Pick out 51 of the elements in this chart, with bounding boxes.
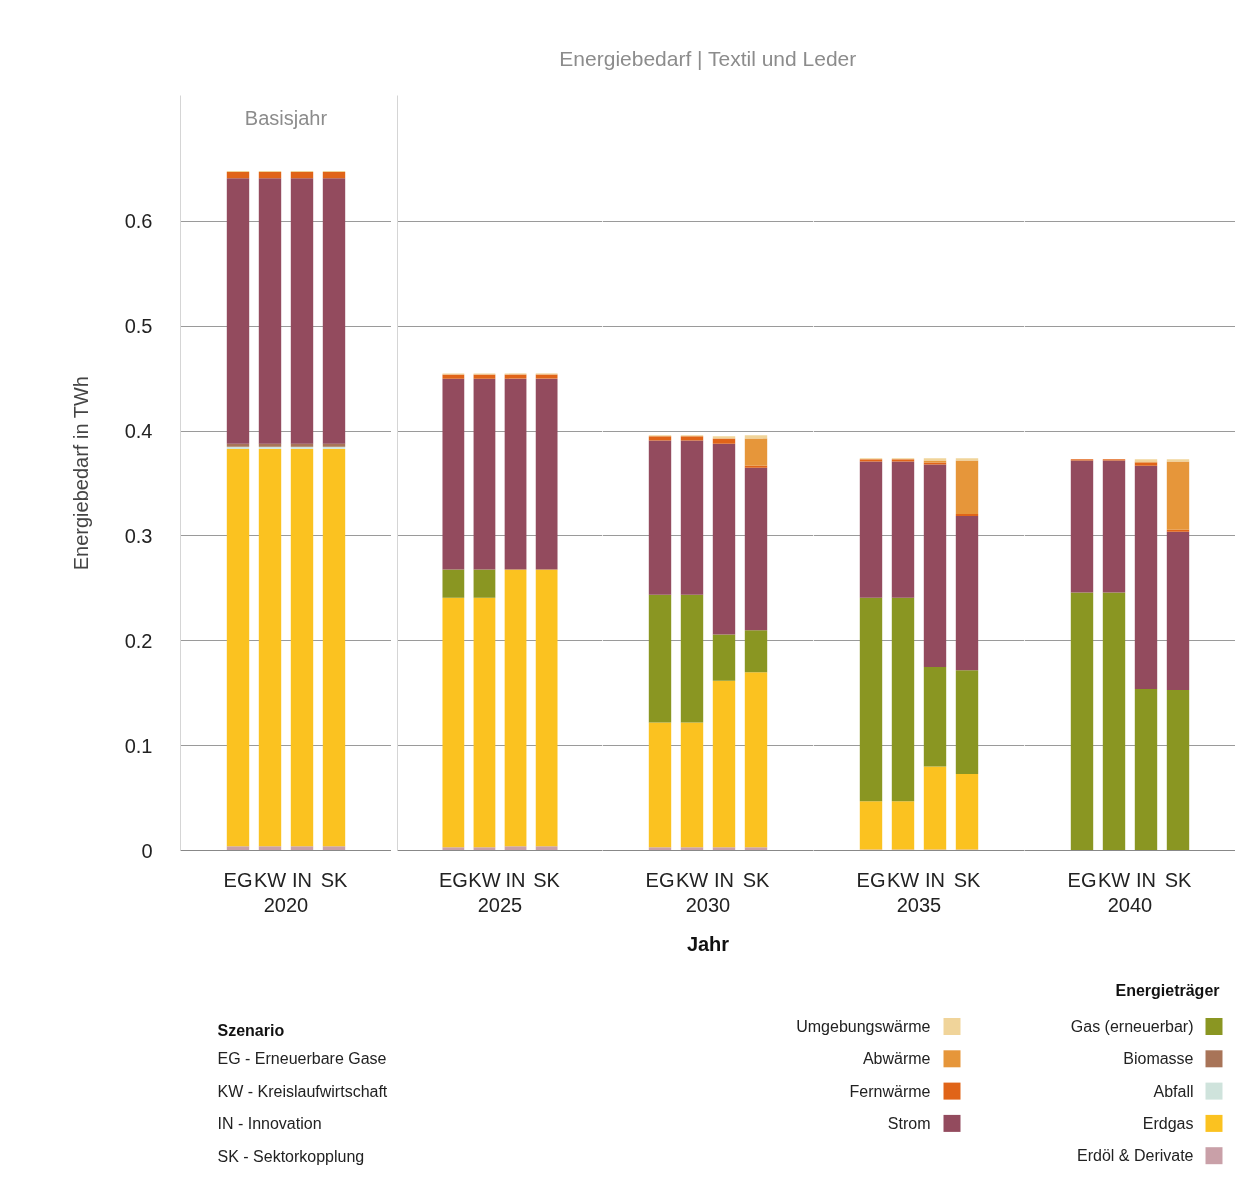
y-tick-label: 0.3	[124, 524, 153, 547]
x-tick-label: IN	[292, 868, 312, 891]
y-tick-label: 0.6	[124, 210, 153, 233]
x-axis-title: 2020	[263, 893, 309, 916]
text: Jahr	[686, 932, 730, 955]
legend-label: Strom	[887, 1114, 931, 1132]
x-tick-label: KW	[675, 868, 709, 891]
x-axis-title: 2035	[896, 893, 942, 916]
text: SK - Sektorkopplung	[217, 1147, 365, 1165]
y-tick-label: 0.2	[124, 629, 153, 652]
x-tick-label: KW	[886, 868, 920, 891]
text: EG - Erneuerbare Gase	[217, 1050, 387, 1067]
x-tick-label: IN	[1136, 868, 1156, 891]
x-tick-label: SK	[953, 868, 981, 891]
x-tick-label: KW	[253, 868, 287, 891]
x-axis-title: 2040	[1107, 893, 1153, 916]
x-tick-label: SK	[320, 868, 348, 891]
legend-label: Abfall	[1153, 1082, 1194, 1100]
x-tick-label: EG	[645, 868, 675, 891]
x-tick-label: EG	[438, 868, 468, 891]
legend-label: Biomasse	[1123, 1050, 1194, 1068]
x-tick-label: EG	[1067, 868, 1097, 891]
annotation: Basisjahr	[244, 106, 328, 129]
x-tick-label: KW	[468, 868, 501, 891]
x-tick-label: SK	[533, 868, 561, 891]
chart-title: Energiebedarf | Textil und Leder	[559, 47, 857, 70]
x-tick-label: KW	[1097, 868, 1131, 891]
y-axis-title: Energiebedarf in TWh	[69, 376, 92, 571]
y-tick-label: 0.4	[124, 420, 153, 443]
x-tick-label: EG	[223, 868, 253, 891]
legend-label: Gas (erneuerbar)	[1070, 1018, 1194, 1035]
x-axis-title: 2025	[477, 893, 523, 916]
text: Szenario	[217, 1022, 285, 1039]
x-tick-label: SK	[1164, 868, 1192, 891]
x-tick-label: IN	[505, 868, 526, 891]
legend-label: Abwärme	[862, 1050, 931, 1068]
x-axis-title: 2030	[685, 893, 731, 916]
x-tick-label: SK	[742, 868, 770, 891]
text: KW - Kreislaufwirtschaft	[217, 1082, 388, 1100]
legend-label: Fernwärme	[849, 1082, 931, 1100]
y-tick-label: 0.5	[124, 315, 153, 338]
legend-label: Erdöl & Derivate	[1077, 1147, 1194, 1165]
legend-title: Energieträger	[1115, 982, 1220, 999]
x-tick-label: EG	[856, 868, 886, 891]
y-tick-label: 0	[141, 839, 153, 862]
text: IN - Innovation	[217, 1115, 322, 1132]
x-tick-label: IN	[925, 868, 945, 891]
legend-label: Erdgas	[1142, 1114, 1194, 1132]
x-tick-label: IN	[714, 868, 734, 891]
y-tick-label: 0.1	[124, 734, 153, 757]
legend-label: Umgebungswärme	[796, 1018, 931, 1035]
